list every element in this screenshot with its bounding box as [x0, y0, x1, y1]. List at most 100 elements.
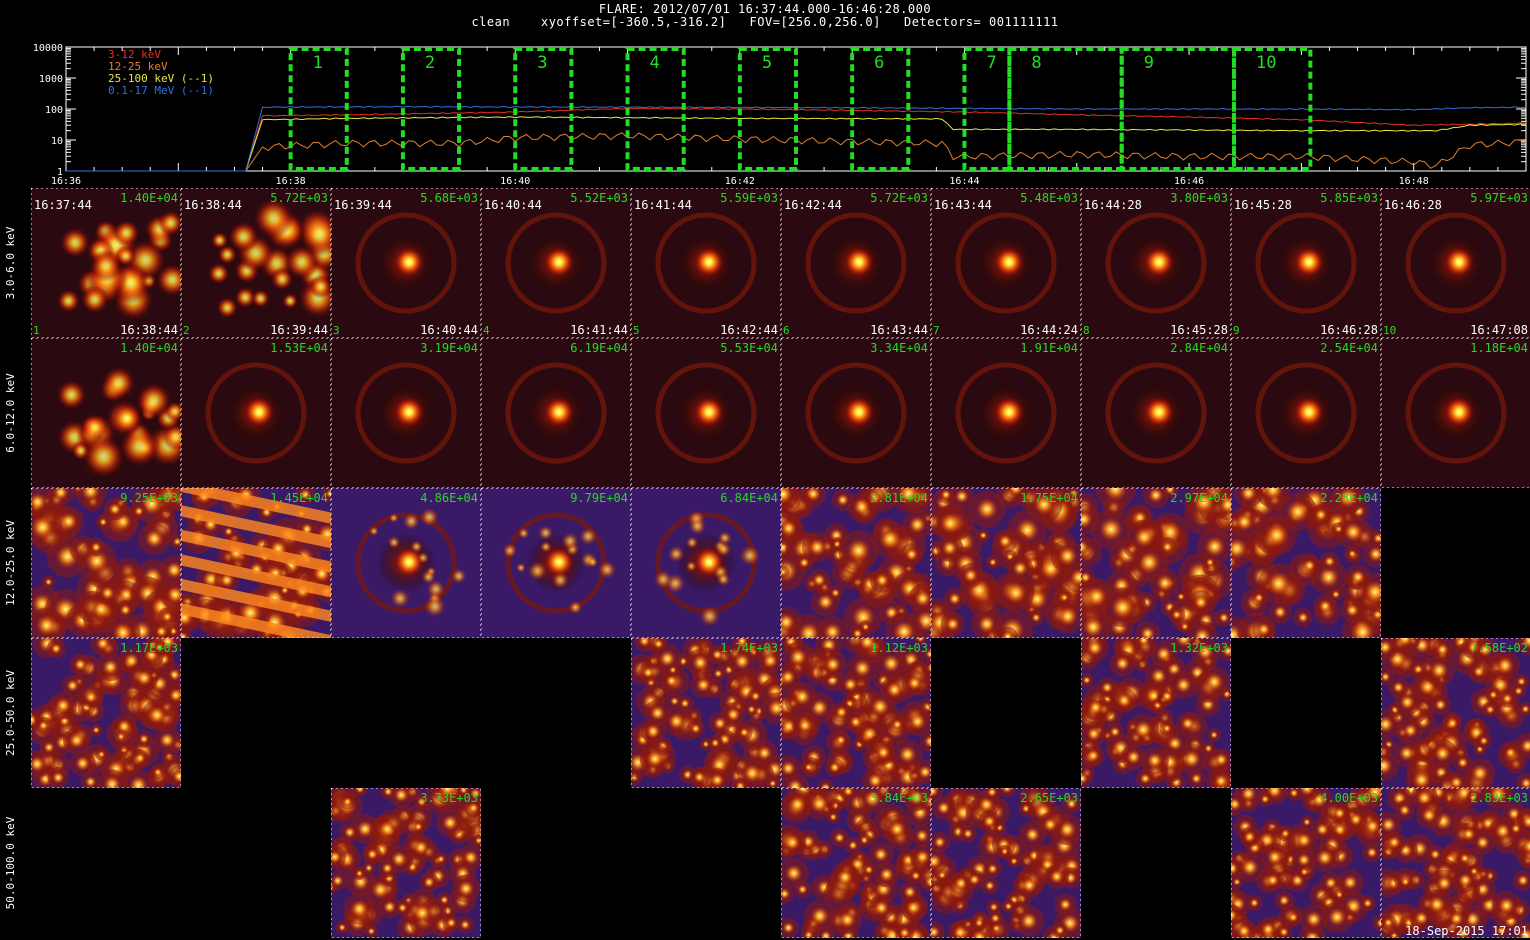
- speckle: [986, 863, 999, 875]
- interval-number: 7: [933, 324, 940, 337]
- speckle: [98, 517, 108, 527]
- speckle: [968, 873, 981, 886]
- speckle: [366, 848, 379, 861]
- x-tick-label: 16:46: [1174, 176, 1204, 187]
- speckle: [781, 760, 797, 777]
- peak-value: 5.72E+03: [270, 191, 328, 205]
- legend-entry: 3-12 keV: [108, 48, 161, 61]
- map-cell: 4.00E+03: [1231, 788, 1381, 938]
- speckle: [824, 655, 842, 674]
- peak-value: 9.79E+04: [570, 491, 628, 505]
- x-tick-label: 16:48: [1399, 176, 1429, 187]
- speckle: [1175, 638, 1194, 648]
- speckle: [1240, 857, 1260, 877]
- speckle: [1395, 638, 1414, 648]
- speckle: [1239, 788, 1257, 803]
- speckle: [436, 854, 446, 864]
- speckle: [342, 796, 353, 807]
- fringe: [181, 488, 331, 530]
- speckle: [1260, 921, 1276, 937]
- speckle: [164, 560, 181, 580]
- speckle: [1342, 874, 1359, 891]
- peak-value: 1.18E+04: [1470, 341, 1528, 355]
- peak-value: 1.74E+03: [720, 641, 778, 655]
- energy-band-label: 6.0-12.0 keV: [4, 373, 17, 453]
- speckle: [690, 723, 702, 735]
- ring: [355, 212, 457, 314]
- speckle: [1146, 751, 1164, 770]
- speckle: [1190, 772, 1203, 785]
- map-cell: 5.68E+03 16:39:44 16:40:44 3: [331, 188, 481, 338]
- speckle: [1249, 897, 1260, 908]
- source-peak: [393, 246, 425, 278]
- emission-blob: [80, 285, 110, 314]
- speckle: [784, 863, 804, 883]
- peak-value: 2.54E+04: [1320, 341, 1378, 355]
- map-cell: 5.85E+03 16:45:28 16:46:28 9: [1231, 188, 1381, 338]
- speckle: [1517, 927, 1530, 938]
- speckle: [781, 567, 788, 577]
- speckle: [849, 715, 863, 729]
- emission-blob: [298, 213, 331, 257]
- speckle: [1263, 522, 1290, 548]
- speckle: [1457, 872, 1474, 888]
- speckle: [1266, 848, 1284, 866]
- speckle: [383, 788, 394, 797]
- speckle: [710, 738, 721, 748]
- speckle: [1302, 817, 1312, 827]
- speckle: [100, 585, 116, 601]
- speckle: [441, 813, 459, 832]
- speckle: [35, 614, 58, 637]
- speckle: [172, 536, 181, 547]
- speckle: [1214, 774, 1228, 788]
- peak-value: 2.83E+03: [1470, 791, 1528, 805]
- speckle: [812, 572, 827, 588]
- speckle: [1434, 698, 1448, 712]
- speckle: [1315, 822, 1330, 837]
- speckle: [1299, 867, 1309, 877]
- speckle: [858, 638, 877, 652]
- fringe: [181, 503, 331, 554]
- interval-number: 6: [783, 324, 790, 337]
- speckle: [742, 763, 762, 783]
- speckle: [874, 572, 890, 589]
- speckle: [343, 826, 357, 839]
- speckle: [669, 696, 680, 706]
- peak-value: 2.28E+04: [1320, 491, 1378, 505]
- map-cell: 1.40E+04 16:37:44 16:38:44 1: [31, 188, 181, 338]
- ring: [355, 362, 457, 464]
- speckle: [112, 621, 134, 638]
- peak-value: 3.34E+04: [870, 341, 928, 355]
- speckle: [990, 913, 1001, 924]
- speckle: [1155, 573, 1175, 593]
- speckle: [1289, 788, 1299, 798]
- speckle: [1009, 857, 1019, 866]
- speckle: [1139, 772, 1152, 785]
- map-cell: 2.28E+04: [1231, 488, 1381, 638]
- interval-label: 8: [1031, 53, 1041, 73]
- speckle: [1085, 585, 1108, 608]
- peak-value: 1.53E+04: [270, 341, 328, 355]
- interval-number: 8: [1083, 324, 1090, 337]
- map-cell: 2.84E+04: [1081, 338, 1231, 488]
- speckle: [135, 669, 153, 687]
- time-start: 16:37:44: [34, 198, 92, 212]
- speckle: [1459, 852, 1471, 864]
- speckle: [1496, 925, 1507, 936]
- lightcurve-panel: 1 10 100 1000 10000 16:36 16:38 16:40 16:42 16:44…: [33, 43, 1527, 187]
- speckle: [44, 577, 53, 587]
- interval-label: 7: [986, 53, 996, 73]
- speckle: [897, 744, 918, 765]
- speckle: [931, 788, 939, 798]
- speckle: [412, 903, 433, 923]
- speckle: [68, 731, 86, 750]
- source-peak: [993, 396, 1025, 428]
- speckle: [419, 507, 439, 527]
- speckle: [914, 828, 930, 843]
- speckle: [1323, 555, 1336, 568]
- map-cell: 1.40E+04: [31, 338, 181, 488]
- speckle: [1004, 901, 1013, 911]
- speckle: [539, 540, 552, 553]
- map-cell: 7.58E+02: [1381, 638, 1530, 788]
- speckle: [1231, 908, 1239, 923]
